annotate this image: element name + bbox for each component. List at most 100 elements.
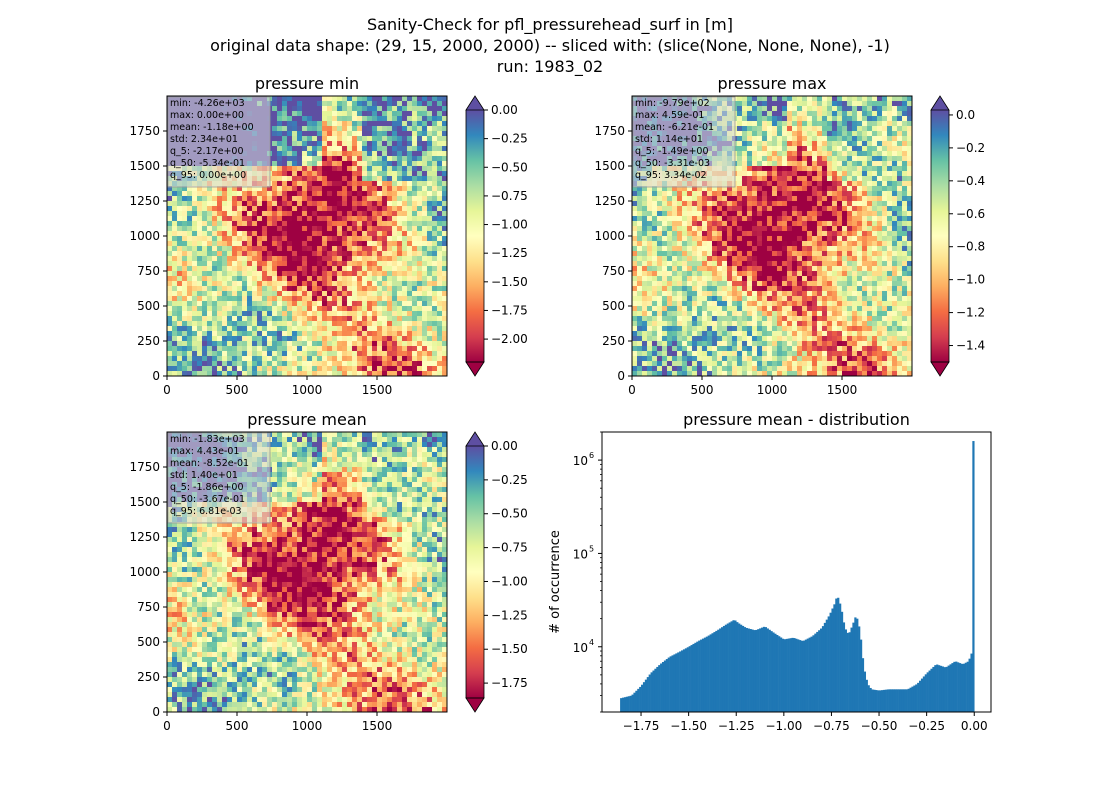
heatmap-cell bbox=[832, 246, 838, 252]
heatmap-cell bbox=[237, 291, 243, 297]
heatmap-cell bbox=[807, 176, 813, 182]
heatmap-cell bbox=[357, 141, 363, 147]
heatmap-cell bbox=[672, 251, 678, 257]
heatmap-cell bbox=[637, 256, 643, 262]
heatmap-cell bbox=[187, 191, 193, 197]
heatmap-cell bbox=[312, 231, 318, 237]
heatmap-cell bbox=[182, 321, 188, 327]
heatmap-cell bbox=[657, 186, 663, 192]
heatmap-cell bbox=[247, 206, 253, 212]
heatmap-cell bbox=[897, 211, 903, 217]
heatmap-cell bbox=[692, 251, 698, 257]
heatmap-cell bbox=[247, 256, 253, 262]
heatmap-cell bbox=[407, 206, 413, 212]
heatmap-cell bbox=[657, 241, 663, 247]
heatmap-cell bbox=[367, 326, 373, 332]
heatmap-cell bbox=[407, 291, 413, 297]
heatmap-cell bbox=[412, 176, 418, 182]
heatmap-cell bbox=[197, 251, 203, 257]
heatmap-cell bbox=[277, 291, 283, 297]
heatmap-cell bbox=[297, 206, 303, 212]
heatmap-cell bbox=[257, 301, 263, 307]
heatmap-cell bbox=[282, 286, 288, 292]
heatmap-cell bbox=[392, 251, 398, 257]
heatmap-cell bbox=[287, 136, 293, 142]
heatmap-cell bbox=[327, 366, 333, 372]
heatmap-cell bbox=[372, 156, 378, 162]
heatmap-cell bbox=[277, 296, 283, 302]
heatmap-cell bbox=[217, 326, 223, 332]
heatmap-cell bbox=[347, 226, 353, 232]
heatmap-cell bbox=[412, 191, 418, 197]
heatmap-cell bbox=[322, 246, 328, 252]
heatmap-cell bbox=[872, 116, 878, 122]
heatmap-cell bbox=[857, 186, 863, 192]
heatmap-cell bbox=[772, 151, 778, 157]
heatmap-cell bbox=[377, 261, 383, 267]
heatmap-cell bbox=[232, 211, 238, 217]
heatmap-cell bbox=[417, 196, 423, 202]
heatmap-cell bbox=[817, 201, 823, 207]
heatmap-cell bbox=[397, 306, 403, 312]
heatmap-cell bbox=[272, 141, 278, 147]
heatmap-cell bbox=[347, 116, 353, 122]
heatmap-cell bbox=[667, 196, 673, 202]
heatmap-cell bbox=[422, 241, 428, 247]
heatmap-cell bbox=[647, 226, 653, 232]
heatmap-cell bbox=[377, 196, 383, 202]
heatmap-cell bbox=[402, 306, 408, 312]
heatmap-cell bbox=[337, 356, 343, 362]
heatmap-cell bbox=[442, 181, 448, 187]
heatmap-cell bbox=[392, 301, 398, 307]
heatmap-cell bbox=[422, 146, 428, 152]
heatmap-cell bbox=[382, 266, 388, 272]
heatmap-cell bbox=[432, 356, 438, 362]
heatmap-cell bbox=[442, 101, 448, 107]
heatmap-cell bbox=[297, 131, 303, 137]
heatmap-cell bbox=[242, 201, 248, 207]
heatmap-cell bbox=[657, 201, 663, 207]
heatmap-cell bbox=[282, 211, 288, 217]
heatmap-cell bbox=[897, 231, 903, 237]
heatmap-cell bbox=[387, 201, 393, 207]
heatmap-cell bbox=[252, 186, 258, 192]
heatmap-cell bbox=[857, 176, 863, 182]
heatmap-cell bbox=[762, 106, 768, 112]
heatmap-cell bbox=[227, 356, 233, 362]
heatmap-cell bbox=[352, 106, 358, 112]
heatmap-cell bbox=[377, 311, 383, 317]
heatmap-cell bbox=[247, 321, 253, 327]
heatmap-cell bbox=[352, 221, 358, 227]
heatmap-cell bbox=[792, 166, 798, 172]
heatmap-cell bbox=[257, 236, 263, 242]
heatmap-cell bbox=[667, 251, 673, 257]
heatmap-cell bbox=[892, 161, 898, 167]
heatmap-cell bbox=[267, 211, 273, 217]
heatmap-cell bbox=[282, 296, 288, 302]
heatmap-cells bbox=[632, 96, 913, 377]
heatmap-cell bbox=[857, 131, 863, 137]
heatmap-cell bbox=[802, 206, 808, 212]
heatmap-cell bbox=[367, 141, 373, 147]
heatmap-cell bbox=[337, 236, 343, 242]
heatmap-cell bbox=[772, 161, 778, 167]
heatmap-cell bbox=[272, 171, 278, 177]
heatmap-cell bbox=[382, 211, 388, 217]
heatmap-cell bbox=[392, 96, 398, 102]
heatmap-cell bbox=[687, 241, 693, 247]
heatmap-cell bbox=[892, 176, 898, 182]
heatmap-cell bbox=[232, 336, 238, 342]
heatmap-cell bbox=[247, 191, 253, 197]
heatmap-cell bbox=[687, 246, 693, 252]
heatmap-cell bbox=[412, 281, 418, 287]
heatmap-cell bbox=[347, 366, 353, 372]
heatmap-cell bbox=[262, 301, 268, 307]
heatmap-cell bbox=[187, 356, 193, 362]
heatmap-cell bbox=[852, 231, 858, 237]
heatmap-cell bbox=[392, 106, 398, 112]
heatmap-cell bbox=[847, 106, 853, 112]
heatmap-cell bbox=[817, 146, 823, 152]
heatmap-cell bbox=[237, 266, 243, 272]
heatmap-cell bbox=[337, 161, 343, 167]
heatmap-cell bbox=[267, 201, 273, 207]
